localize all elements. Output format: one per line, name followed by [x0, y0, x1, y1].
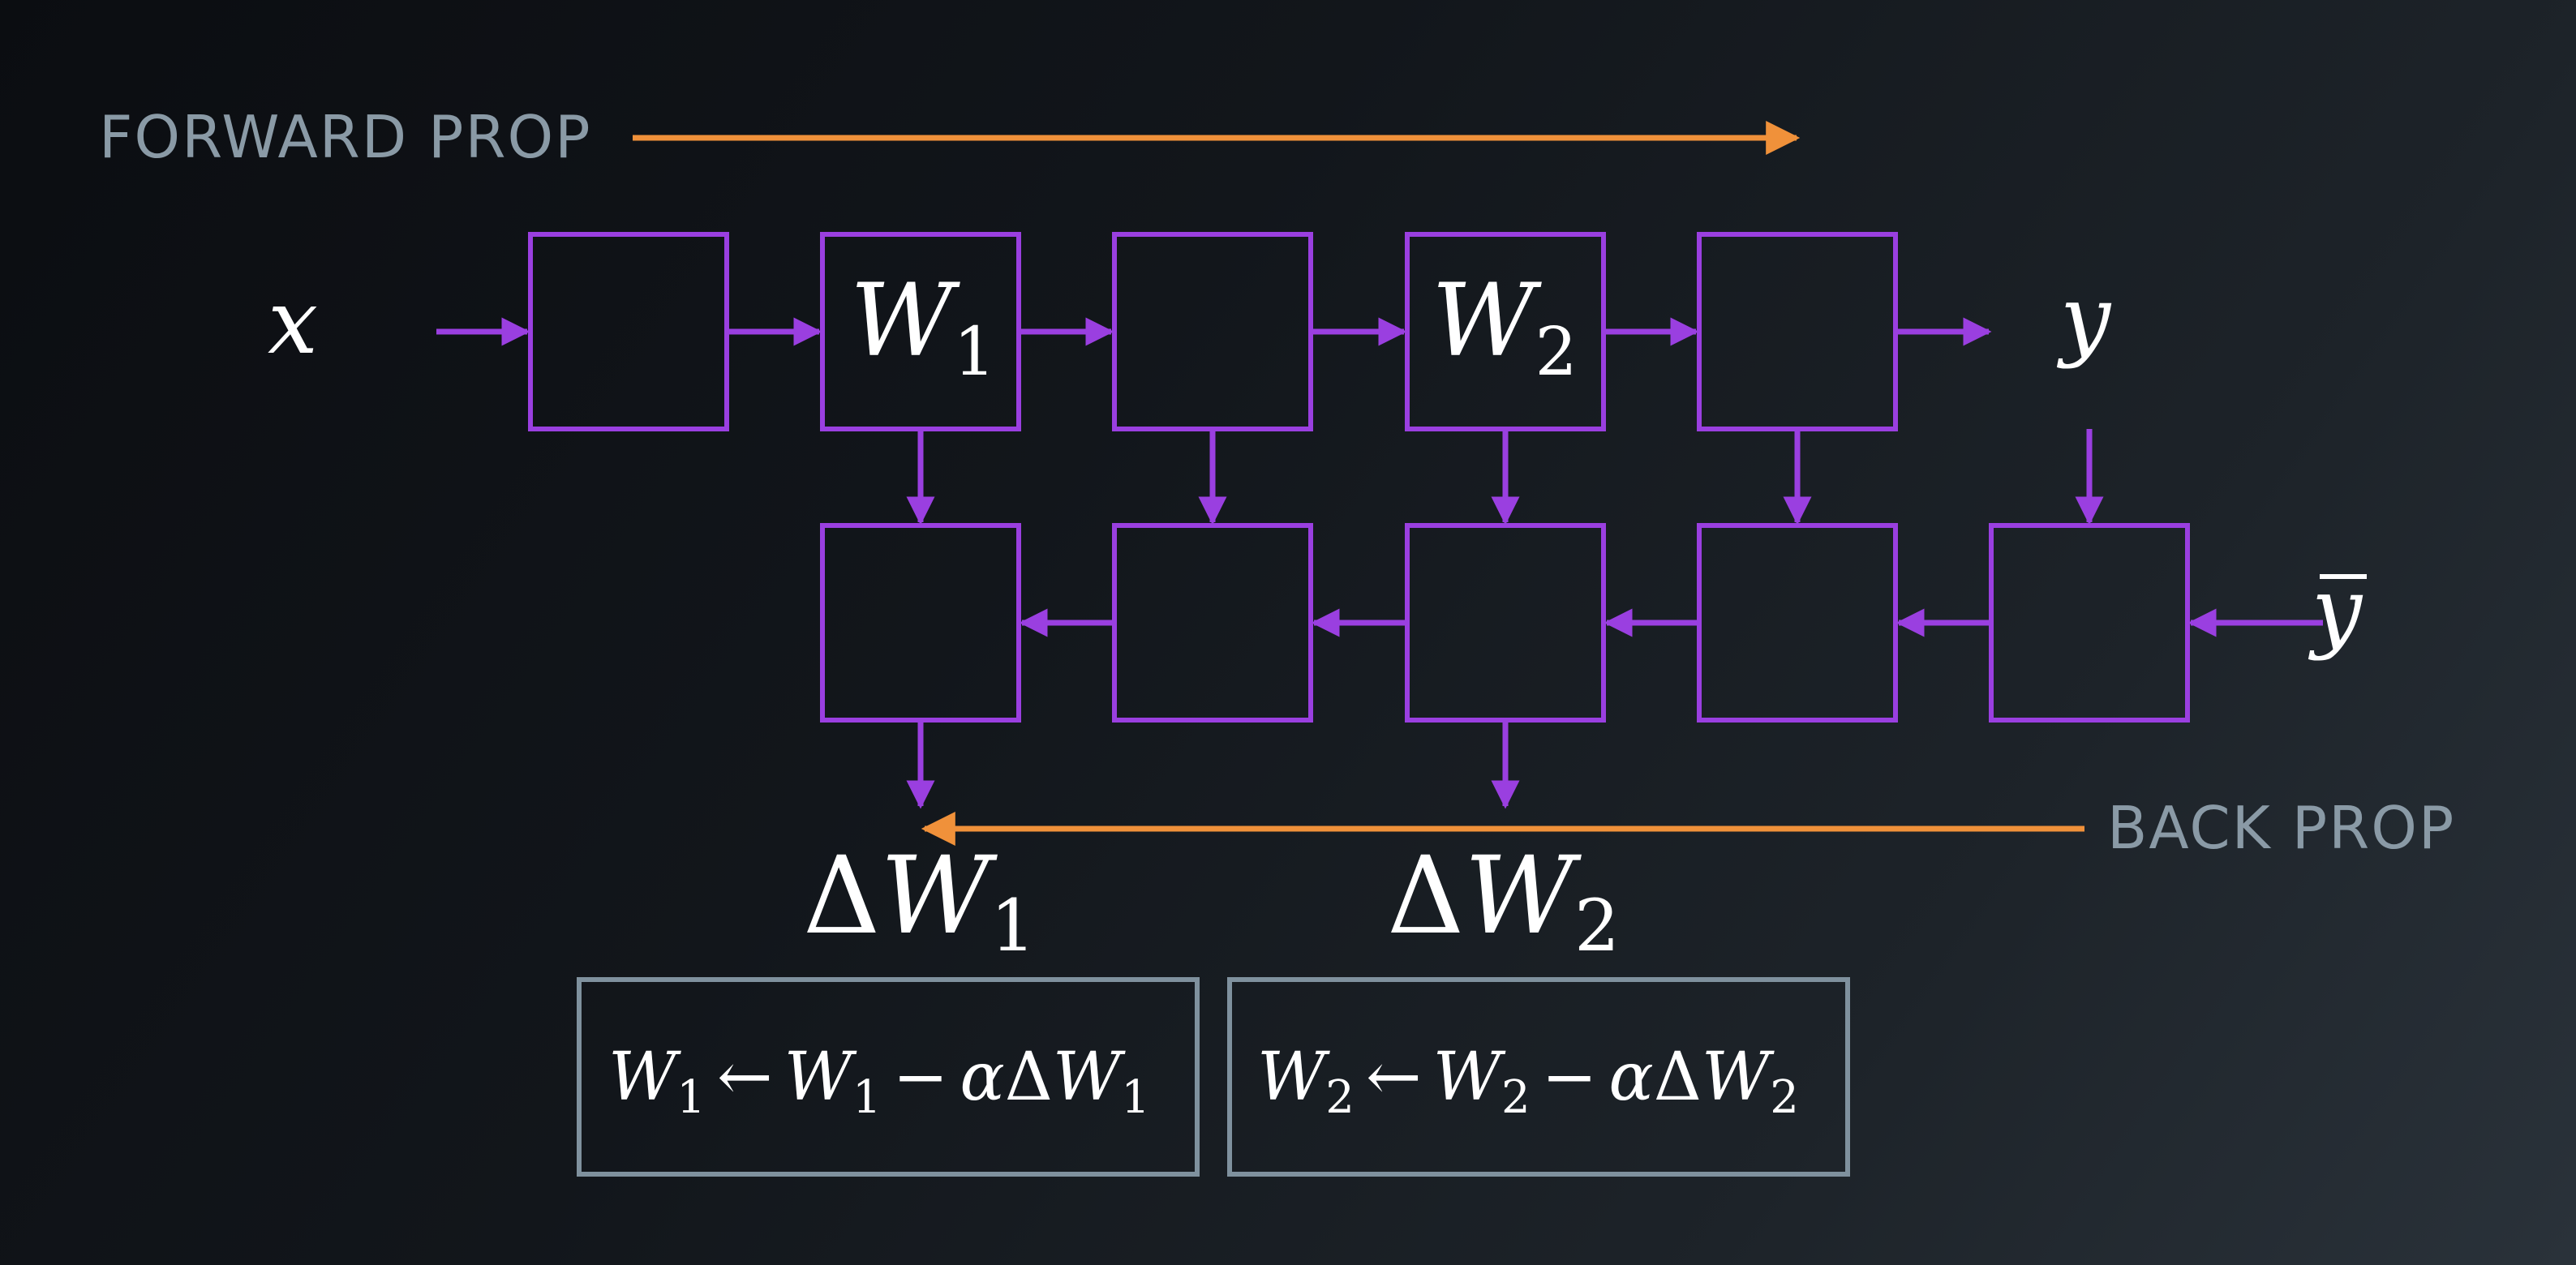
target-y-bar: y [2308, 558, 2363, 662]
delta-w1-label: ΔW1 [803, 834, 1036, 967]
update-rule-w1: W1 ← W1− αΔW1 [608, 1039, 1150, 1124]
forward-prop-label: FORWARD PROP [99, 103, 592, 171]
w1-label: W1 [850, 263, 996, 391]
forward-block-3 [1112, 232, 1313, 431]
delta-w2-label: ΔW2 [1387, 834, 1620, 967]
update-box-w2 [1227, 977, 1850, 1177]
update-rule-w2: W2 ← W2− αΔW2 [1257, 1039, 1799, 1124]
forward-block-1 [528, 232, 729, 431]
backward-block-4 [1697, 523, 1898, 723]
w2-label: W2 [1432, 263, 1578, 391]
forward-block-5 [1697, 232, 1898, 431]
update-box-w1 [577, 977, 1200, 1177]
backward-block-3 [1405, 523, 1606, 723]
backward-block-1 [820, 523, 1021, 723]
backward-block-5 [1989, 523, 2190, 723]
input-x: x [268, 270, 318, 374]
back-prop-label: BACK PROP [2107, 794, 2455, 862]
output-y: y [2056, 266, 2112, 370]
backward-block-2 [1112, 523, 1313, 723]
